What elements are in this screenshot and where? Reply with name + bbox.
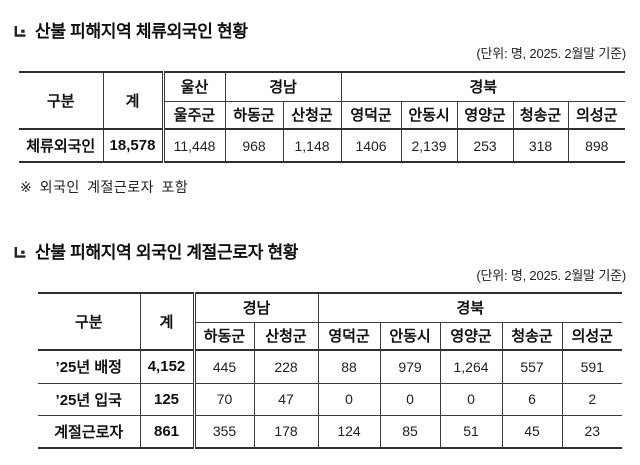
- section2-title: 산불 피해지역 외국인 계절근로자 현황: [14, 238, 298, 263]
- data-cell: 11,448: [161, 128, 226, 163]
- district-header: 청송군: [501, 321, 563, 351]
- district-header: 울주군: [161, 100, 226, 130]
- district-header: 의성군: [561, 321, 623, 351]
- total-value: 125: [139, 382, 195, 416]
- data-cell: 1406: [340, 128, 402, 163]
- district-header: 의성군: [567, 100, 626, 130]
- total-value: 4,152: [139, 349, 195, 384]
- data-cell: 124: [317, 414, 381, 449]
- data-cell: 0: [317, 382, 381, 416]
- col-header-gubun: 구분: [38, 292, 141, 351]
- district-header: 하동군: [224, 100, 284, 130]
- col-header-total: 계: [102, 71, 164, 130]
- section1-unit-note: (단위: 명, 2025. 2월말 기준): [476, 46, 626, 61]
- row-label: 체류외국인: [19, 128, 104, 163]
- district-header: 산청군: [253, 321, 319, 351]
- data-cell: 178: [253, 414, 319, 449]
- data-cell: 557: [501, 349, 563, 384]
- data-cell: 70: [192, 382, 255, 416]
- data-cell: 591: [561, 349, 623, 384]
- col-header-total: 계: [139, 292, 195, 351]
- title-bullet-icon: [14, 246, 26, 258]
- data-cell: 253: [456, 128, 514, 163]
- data-cell: 898: [567, 128, 626, 163]
- data-cell: 968: [224, 128, 284, 163]
- data-cell: 51: [439, 414, 503, 449]
- region-group-gyeongnam: 경남: [224, 71, 342, 102]
- data-cell: 1,264: [439, 349, 503, 384]
- region-group-gyeongbuk: 경북: [340, 71, 626, 102]
- footnote: ※ 외국인 계절근로자 포함: [20, 179, 189, 195]
- section1-title: 산불 피해지역 체류외국인 현황: [14, 17, 248, 42]
- row-label: ’25년 배정: [38, 349, 141, 384]
- district-header: 안동시: [379, 321, 441, 351]
- resident-foreigners-table: 구분 계 울산 경남 경북 울주군 하동군 산청군 영덕군 안동시 영양군 청송…: [19, 71, 626, 163]
- data-cell: 355: [192, 414, 255, 449]
- data-cell: 2,139: [400, 128, 458, 163]
- district-header: 산청군: [282, 100, 342, 130]
- data-cell: 0: [379, 382, 441, 416]
- district-header: 안동시: [400, 100, 458, 130]
- section2-title-text: 산불 피해지역 외국인 계절근로자 현황: [35, 243, 299, 262]
- region-group-gyeongbuk: 경북: [317, 292, 623, 323]
- data-cell: 47: [253, 382, 319, 416]
- data-cell: 23: [561, 414, 623, 449]
- region-group-gyeongnam: 경남: [192, 292, 319, 323]
- data-cell: 445: [192, 349, 255, 384]
- col-header-gubun: 구분: [19, 71, 104, 130]
- data-cell: 228: [253, 349, 319, 384]
- row-label: 계절근로자: [38, 414, 141, 449]
- table-row: 계절근로자 861 355 178 124 85 51 45 23: [38, 414, 623, 449]
- data-cell: 85: [379, 414, 441, 449]
- data-cell: 0: [439, 382, 503, 416]
- data-cell: 318: [512, 128, 569, 163]
- district-header: 청송군: [512, 100, 569, 130]
- total-value: 861: [139, 414, 195, 449]
- data-cell: 88: [317, 349, 381, 384]
- data-cell: 1,148: [282, 128, 342, 163]
- district-header: 하동군: [192, 321, 255, 351]
- table-row: ’25년 배정 4,152 445 228 88 979 1,264 557 5…: [38, 349, 623, 384]
- total-value: 18,578: [102, 128, 164, 163]
- table-row: ’25년 입국 125 70 47 0 0 0 6 2: [38, 382, 623, 416]
- row-label: ’25년 입국: [38, 382, 141, 416]
- district-header: 영양군: [439, 321, 503, 351]
- region-group-ulsan: 울산: [161, 71, 226, 102]
- district-header: 영양군: [456, 100, 514, 130]
- data-cell: 2: [561, 382, 623, 416]
- seasonal-workers-table: 구분 계 경남 경북 하동군 산청군 영덕군 안동시 영양군 청송군 의성군 ’…: [38, 292, 623, 449]
- title-bullet-icon: [14, 25, 26, 37]
- table-row: 체류외국인 18,578 11,448 968 1,148 1406 2,139…: [19, 128, 626, 163]
- district-header: 영덕군: [340, 100, 402, 130]
- data-cell: 6: [501, 382, 563, 416]
- section1-title-text: 산불 피해지역 체류외국인 현황: [35, 22, 248, 41]
- data-cell: 979: [379, 349, 441, 384]
- data-cell: 45: [501, 414, 563, 449]
- district-header: 영덕군: [317, 321, 381, 351]
- section2-unit-note: (단위: 명, 2025. 2월말 기준): [476, 268, 626, 283]
